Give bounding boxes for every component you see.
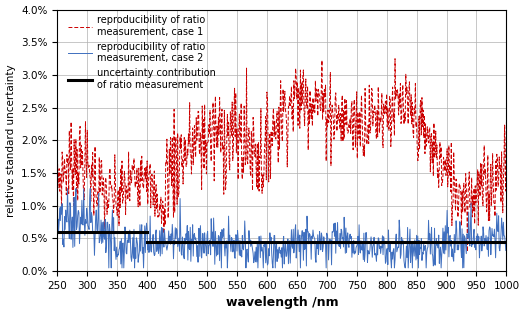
reproducibility of ratio
measurement, case 2	[254, 260, 260, 264]
Line: reproducibility of ratio
measurement, case 2: reproducibility of ratio measurement, ca…	[57, 188, 507, 268]
reproducibility of ratio
measurement, case 2	[392, 258, 398, 262]
reproducibility of ratio
measurement, case 1	[503, 121, 510, 125]
reproducibility of ratio
measurement, case 1	[392, 57, 398, 60]
reproducibility of ratio
measurement, case 2	[87, 186, 93, 190]
reproducibility of ratio
measurement, case 1	[501, 123, 508, 127]
reproducibility of ratio
measurement, case 1	[123, 186, 130, 190]
reproducibility of ratio
measurement, case 1	[253, 142, 259, 146]
reproducibility of ratio
measurement, case 1	[391, 110, 397, 113]
reproducibility of ratio
measurement, case 1	[373, 137, 380, 141]
reproducibility of ratio
measurement, case 1	[54, 145, 60, 148]
X-axis label: wavelength /nm: wavelength /nm	[226, 296, 338, 309]
Line: reproducibility of ratio
measurement, case 1: reproducibility of ratio measurement, ca…	[57, 59, 507, 252]
reproducibility of ratio
measurement, case 2	[503, 241, 510, 244]
reproducibility of ratio
measurement, case 2	[374, 253, 381, 257]
reproducibility of ratio
measurement, case 2	[106, 266, 112, 270]
Y-axis label: relative standard uncertainty: relative standard uncertainty	[6, 64, 16, 217]
reproducibility of ratio
measurement, case 2	[125, 241, 131, 244]
Legend: reproducibility of ratio
measurement, case 1, reproducibility of ratio
measureme: reproducibility of ratio measurement, ca…	[64, 12, 219, 94]
reproducibility of ratio
measurement, case 1	[319, 58, 325, 62]
reproducibility of ratio
measurement, case 2	[320, 245, 327, 249]
reproducibility of ratio
measurement, case 2	[54, 242, 60, 245]
reproducibility of ratio
measurement, case 1	[464, 250, 470, 254]
reproducibility of ratio
measurement, case 2	[501, 234, 508, 238]
